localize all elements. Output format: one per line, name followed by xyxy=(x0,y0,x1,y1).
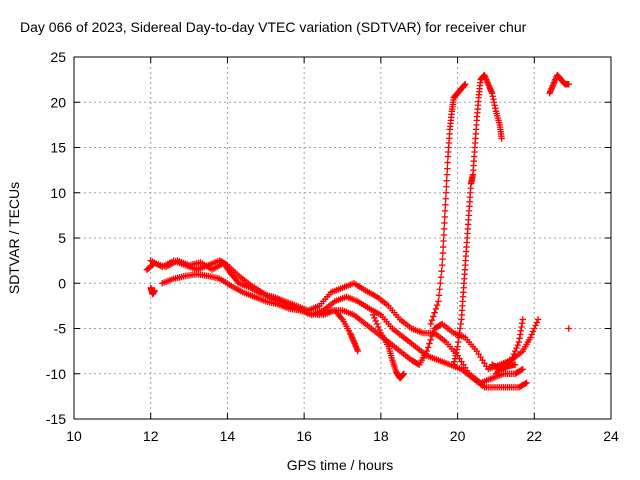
data-point xyxy=(523,379,530,386)
x-tick-label: 16 xyxy=(296,428,312,444)
y-tick-label: -10 xyxy=(46,366,66,382)
plot-frame xyxy=(73,56,612,420)
data-point xyxy=(433,301,441,309)
data-point xyxy=(527,334,534,341)
x-tick-label: 14 xyxy=(220,428,236,444)
x-tick-label: 22 xyxy=(526,428,542,444)
data-point xyxy=(440,225,448,233)
x-tick-label: 10 xyxy=(66,428,82,444)
data-point xyxy=(369,311,377,319)
y-tick-label: -15 xyxy=(46,411,66,427)
data-point xyxy=(437,321,445,328)
data-point xyxy=(439,249,447,257)
data-point xyxy=(511,347,519,355)
data-point xyxy=(509,353,516,361)
data-point xyxy=(442,201,449,209)
data-point xyxy=(528,331,535,338)
data-point xyxy=(514,341,521,349)
data-point xyxy=(511,361,519,368)
data-point xyxy=(439,255,446,263)
data-point xyxy=(443,183,450,190)
data-point xyxy=(437,274,445,281)
data-point xyxy=(375,323,382,331)
data-point xyxy=(432,305,440,313)
data-point xyxy=(442,195,449,202)
data-point xyxy=(423,347,431,355)
data-point xyxy=(436,286,443,293)
chart-title: Day 066 of 2023, Sidereal Day-to-day VTE… xyxy=(20,19,527,35)
data-point xyxy=(437,280,444,287)
data-point xyxy=(533,319,541,326)
data-point xyxy=(519,316,526,323)
data-point xyxy=(424,344,432,351)
data-point xyxy=(427,320,434,328)
data-point xyxy=(376,326,383,334)
y-tick-label: 10 xyxy=(50,185,66,201)
data-points xyxy=(143,71,573,391)
data-point xyxy=(426,340,433,347)
data-point xyxy=(439,261,446,269)
x-tick-label: 20 xyxy=(450,428,466,444)
x-tick-label: 18 xyxy=(373,428,389,444)
y-tick-label: 15 xyxy=(50,140,66,156)
y-tick-label: 0 xyxy=(58,275,66,291)
data-point xyxy=(534,316,542,323)
data-point xyxy=(354,347,362,355)
data-point xyxy=(438,267,445,275)
y-tick-label: -5 xyxy=(54,321,67,337)
data-point xyxy=(151,287,158,294)
data-point xyxy=(372,317,379,325)
data-point xyxy=(443,177,450,184)
data-point xyxy=(531,325,538,332)
data-point xyxy=(435,292,443,299)
data-point xyxy=(442,189,450,196)
data-point xyxy=(431,309,438,316)
data-point xyxy=(441,219,448,227)
data-point xyxy=(444,165,451,172)
data-point xyxy=(373,320,381,328)
data-point xyxy=(444,159,451,166)
data-point xyxy=(518,366,525,374)
data-point xyxy=(443,171,451,178)
y-tick-label: 20 xyxy=(50,94,66,110)
data-point xyxy=(513,344,520,352)
y-axis-label: SDTVAR / TECUs xyxy=(6,182,22,294)
y-tick-label: 25 xyxy=(50,49,66,65)
data-point xyxy=(439,243,447,251)
data-point xyxy=(441,207,449,215)
grid xyxy=(74,57,611,419)
data-point xyxy=(498,135,505,142)
data-point xyxy=(427,336,434,344)
data-point xyxy=(371,314,378,322)
data-point xyxy=(400,370,408,377)
data-point xyxy=(522,380,529,387)
data-point xyxy=(440,231,448,239)
data-point xyxy=(532,322,539,329)
axis-ticks: 10 12 14 16 18 20 22 24 -15 -10 -5 0 5 10 15 20 25 xyxy=(46,49,619,444)
x-tick-label: 12 xyxy=(143,428,159,444)
y-tick-label: 5 xyxy=(58,230,66,246)
data-point xyxy=(440,237,447,245)
data-point xyxy=(510,350,518,358)
data-point xyxy=(428,317,436,324)
data-point xyxy=(430,313,437,320)
data-point xyxy=(435,298,442,305)
data-point xyxy=(428,332,436,340)
data-point xyxy=(529,328,537,335)
x-axis-label: GPS time / hours xyxy=(287,457,394,473)
data-point xyxy=(462,80,469,88)
data-point xyxy=(565,325,573,332)
data-point xyxy=(508,356,515,364)
data-point xyxy=(441,213,448,221)
data-point xyxy=(430,329,437,336)
data-point xyxy=(519,366,526,373)
x-tick-label: 24 xyxy=(603,428,619,444)
data-point xyxy=(565,80,573,88)
